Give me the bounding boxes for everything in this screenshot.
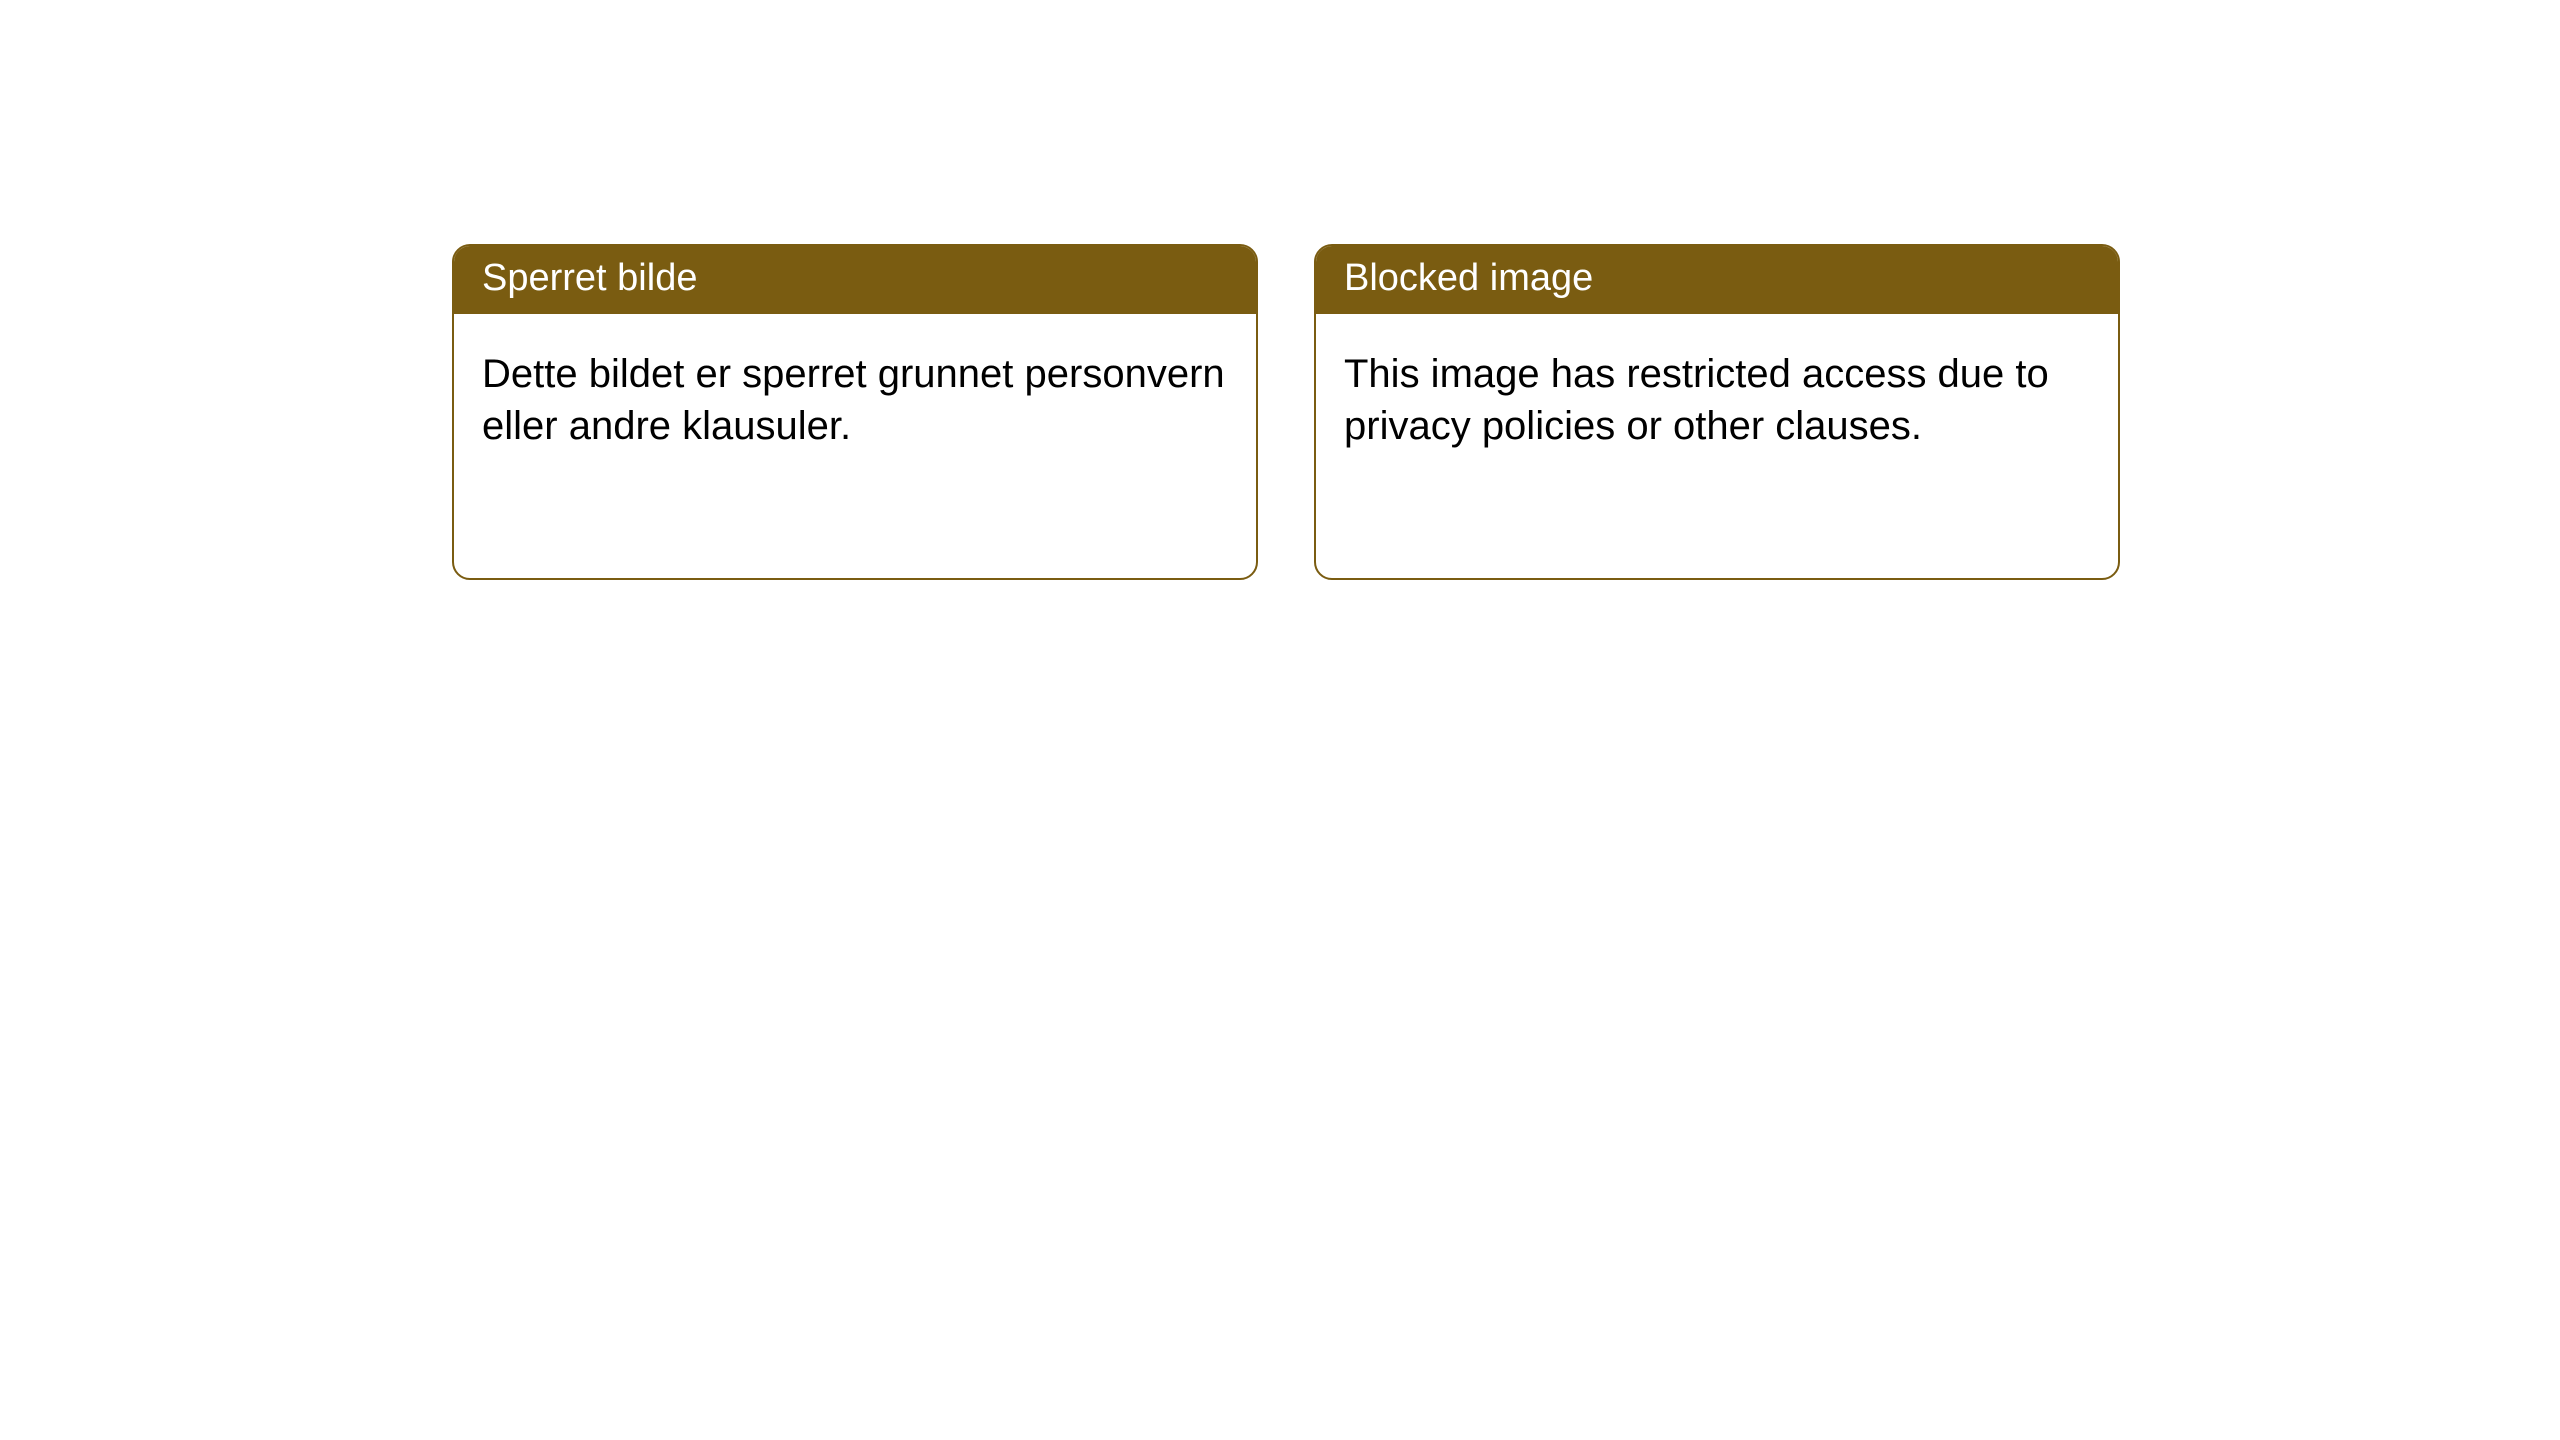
notice-header: Sperret bilde	[454, 246, 1256, 314]
notice-body: This image has restricted access due to …	[1316, 314, 2118, 486]
notice-header: Blocked image	[1316, 246, 2118, 314]
notice-card-norwegian: Sperret bilde Dette bildet er sperret gr…	[452, 244, 1258, 580]
notice-container: Sperret bilde Dette bildet er sperret gr…	[0, 0, 2560, 580]
notice-card-english: Blocked image This image has restricted …	[1314, 244, 2120, 580]
notice-body: Dette bildet er sperret grunnet personve…	[454, 314, 1256, 486]
